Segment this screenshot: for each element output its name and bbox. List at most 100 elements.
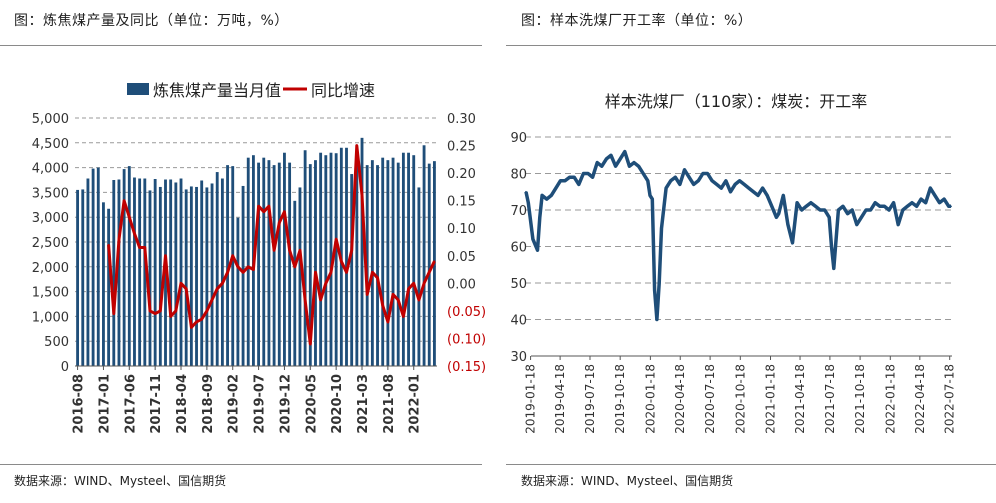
utilisation-point xyxy=(757,194,759,197)
y2-tick-label: 0.25 xyxy=(447,140,476,155)
utilisation-point xyxy=(628,165,631,168)
yoy-point xyxy=(304,298,307,301)
bar xyxy=(391,157,395,366)
yoy-point xyxy=(211,298,213,301)
bar xyxy=(91,168,95,366)
bar xyxy=(220,178,224,366)
utilisation-point xyxy=(651,198,654,200)
bar xyxy=(107,208,111,366)
bar xyxy=(319,152,323,366)
bar xyxy=(81,189,85,366)
utilisation-point xyxy=(605,158,608,160)
bar xyxy=(350,174,354,366)
x-tick-label: 2022-04-18 xyxy=(913,364,927,434)
utilisation-point xyxy=(658,282,661,284)
legend-bar-label: 炼焦煤产量当月值 xyxy=(153,81,281,100)
bar xyxy=(272,165,276,366)
bar xyxy=(189,186,193,366)
yoy-point xyxy=(433,260,436,263)
bar xyxy=(96,167,100,366)
utilisation-point xyxy=(656,318,658,321)
bar xyxy=(417,187,421,366)
x-tick-label: 2019-12 xyxy=(278,374,293,434)
utilisation-point xyxy=(929,187,932,190)
yoy-point xyxy=(133,232,136,235)
bar xyxy=(355,160,359,366)
x-tick-label: 2022-01-18 xyxy=(883,364,897,434)
utilisation-point xyxy=(805,205,808,208)
yoy-point xyxy=(345,271,348,274)
bar xyxy=(117,179,121,366)
utilisation-point xyxy=(761,187,764,190)
utilisation-point xyxy=(564,179,566,182)
yoy-point xyxy=(149,309,151,312)
utilisation-point xyxy=(947,205,950,208)
yoy-point xyxy=(330,271,332,274)
utilisation-point xyxy=(846,212,849,215)
utilisation-point xyxy=(800,209,803,211)
utilisation-point xyxy=(786,223,789,226)
yoy-point xyxy=(180,282,182,285)
bar xyxy=(376,165,379,366)
utilisation-point xyxy=(711,179,713,182)
y2-tick-label: 0.05 xyxy=(447,250,476,265)
x-tick-label: 2021-08 xyxy=(382,374,397,434)
yoy-point xyxy=(340,260,343,263)
bar xyxy=(86,178,90,366)
yoy-point xyxy=(293,265,296,268)
bar xyxy=(334,153,338,366)
utilisation-point xyxy=(819,209,821,211)
yoy-point xyxy=(247,265,250,268)
utilisation-point xyxy=(623,150,626,153)
utilisation-point xyxy=(920,198,923,200)
bar xyxy=(401,152,405,366)
utilisation-point xyxy=(869,209,872,211)
bar xyxy=(226,165,229,366)
yoy-point xyxy=(154,312,157,315)
yoy-point xyxy=(252,268,255,271)
yoy-point xyxy=(386,321,389,323)
y2-tick-label: (0.15) xyxy=(447,360,486,375)
utilisation-point xyxy=(911,201,913,204)
yoy-point xyxy=(107,243,110,246)
yoy-point xyxy=(205,309,208,312)
utilisation-point xyxy=(752,190,755,193)
utilisation-point xyxy=(545,198,548,200)
yoy-point xyxy=(268,205,270,208)
yoy-point xyxy=(350,249,353,252)
utilisation-point xyxy=(554,187,557,190)
yoy-point xyxy=(128,216,131,219)
y-tick-label: 3,000 xyxy=(32,211,69,226)
bar xyxy=(427,163,431,366)
utilisation-point xyxy=(897,223,900,226)
yoy-point xyxy=(412,282,415,285)
bar xyxy=(262,157,266,366)
y2-tick-label: 0.15 xyxy=(447,195,476,210)
yoy-point xyxy=(278,221,281,224)
x-tick-label: 2020-07-18 xyxy=(703,364,717,434)
utilisation-point xyxy=(901,209,904,211)
right-source-note: 数据来源：WIND、Mysteel、国信期货 xyxy=(521,474,734,488)
yoy-point xyxy=(407,287,410,290)
utilisation-point xyxy=(596,161,599,164)
left-footer-rule xyxy=(0,464,482,465)
bar xyxy=(267,160,271,366)
utilisation-point xyxy=(660,227,663,230)
utilisation-point xyxy=(770,205,773,208)
y-tick-label: 0 xyxy=(61,360,69,375)
bar xyxy=(143,178,147,366)
x-tick-label: 2022-01 xyxy=(408,374,423,434)
bar xyxy=(133,177,136,366)
utilisation-point xyxy=(775,216,778,219)
utilisation-point xyxy=(568,176,571,179)
x-tick-label: 2020-10-18 xyxy=(733,364,747,434)
bar xyxy=(231,166,235,366)
x-tick-label: 2018-04 xyxy=(175,374,190,434)
yoy-series-line xyxy=(107,144,436,346)
right-chart-header: 图：样本洗煤厂开工率（单位：%） xyxy=(521,13,753,29)
y2-tick-label: 0.30 xyxy=(447,112,476,127)
left-header-rule xyxy=(0,45,482,46)
left-source-note: 数据来源：WIND、Mysteel、国信期货 xyxy=(14,474,227,488)
yoy-point xyxy=(185,287,188,290)
utilisation-point xyxy=(865,209,867,211)
